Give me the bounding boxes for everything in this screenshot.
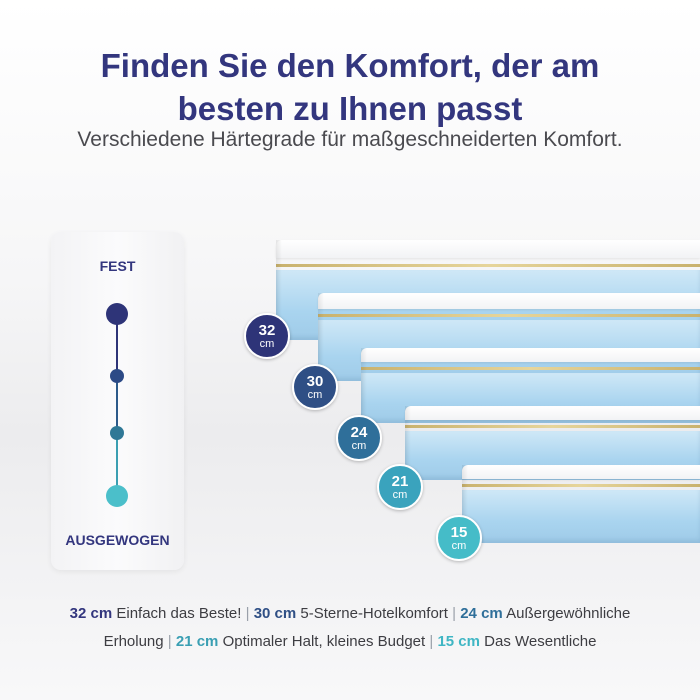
comfort-description: 32 cm Einfach das Beste! | 30 cm 5-Stern… [0,600,700,656]
mattress-15cm [462,465,700,543]
firmness-scale: FEST AUSGEWOGEN [51,232,184,570]
badge-30cm-unit: cm [307,389,323,401]
scale-dot-2 [110,369,124,383]
desc-separator: | [167,633,172,650]
badge-21cm-unit: cm [392,489,408,501]
desc-separator: | [245,605,250,622]
scale-dot-1 [106,303,128,325]
desc-text-21cm: Optimaler Halt, kleines Budget [222,633,426,650]
headline: Finden Sie den Komfort, der am besten zu… [0,44,700,130]
desc-key-24cm: 24 cm [460,605,503,622]
badge-24cm-number: 24 [350,424,368,441]
badge-32cm-number: 32 [258,322,276,339]
scale-label-firm: FEST [99,258,136,274]
desc-key-32cm: 32 cm [69,605,113,622]
scale-label-balanced: AUSGEWOGEN [65,532,170,548]
desc-separator: | [452,605,457,622]
badge-15cm-number: 15 [450,524,468,541]
desc-text-24cm-part2: Erholung [103,633,164,650]
scale-dot-3 [110,426,124,440]
headline-line-2: besten zu Ihnen passt [177,90,523,127]
badge-21cm-number: 21 [391,473,409,490]
subtitle: Verschiedene Härtegrade für maßgeschneid… [77,128,623,151]
badge-30cm-number: 30 [306,373,324,390]
badge-24cm: 24 cm [336,415,382,461]
scale-graphic [106,303,128,507]
desc-key-15cm: 15 cm [437,633,480,650]
desc-text-24cm-part1: Außergewöhnliche [506,605,631,622]
badge-32cm-unit: cm [259,338,275,350]
desc-key-30cm: 30 cm [253,605,297,622]
scale-dot-4 [106,485,128,507]
description-line-1: 32 cm Einfach das Beste! | 30 cm 5-Stern… [0,600,700,628]
headline-line-1: Finden Sie den Komfort, der am [100,47,600,84]
desc-key-21cm: 21 cm [175,633,219,650]
desc-text-32cm: Einfach das Beste! [116,605,242,622]
desc-separator: | [429,633,434,650]
badge-15cm-unit: cm [451,540,467,552]
desc-text-15cm: Das Wesentliche [484,633,597,650]
badge-32cm: 32 cm [244,313,290,359]
desc-text-30cm: 5-Sterne-Hotelkomfort [300,605,448,622]
badge-21cm: 21 cm [377,464,423,510]
badge-24cm-unit: cm [351,440,367,452]
badge-30cm: 30 cm [292,364,338,410]
badge-15cm: 15 cm [436,515,482,561]
description-line-2: Erholung | 21 cm Optimaler Halt, kleines… [0,628,700,656]
